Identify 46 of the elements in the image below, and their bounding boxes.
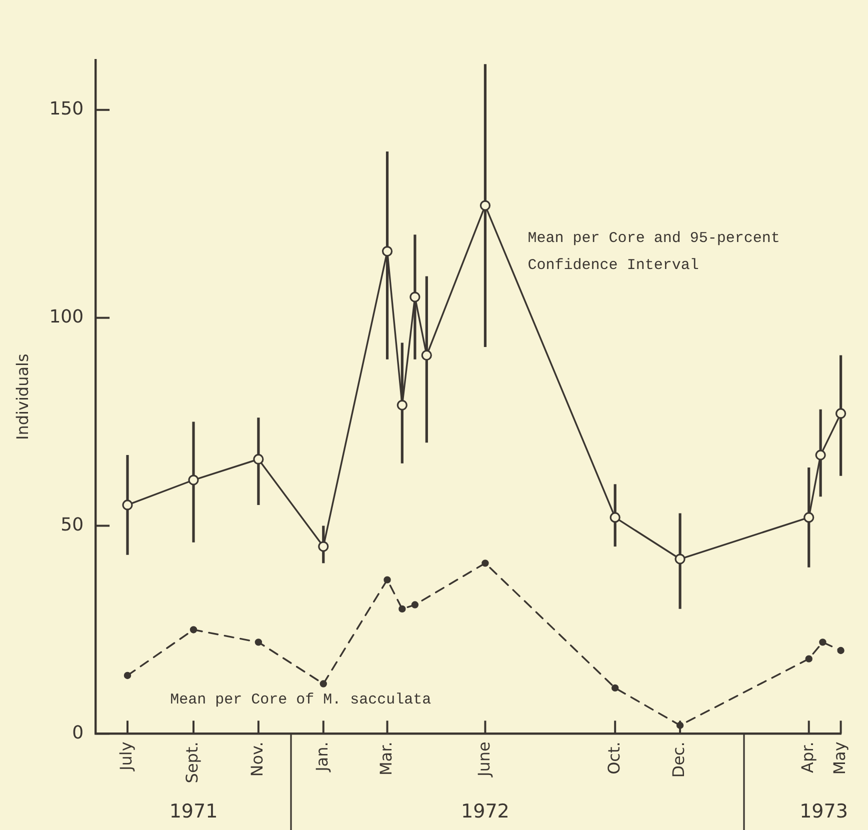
point	[410, 292, 420, 302]
point	[805, 655, 812, 662]
y-tick-label: 150	[49, 98, 84, 120]
point	[188, 474, 199, 486]
point	[318, 541, 329, 552]
x2-tick-label: 1972	[461, 800, 510, 823]
y-axis-title: Individuals	[12, 354, 32, 440]
x-tick-label: July	[116, 742, 136, 772]
point	[190, 626, 198, 634]
x2-tick-label: 1971	[169, 800, 218, 823]
x-tick-label: Mar.	[376, 742, 396, 776]
x-tick-label: June	[474, 742, 494, 778]
point	[384, 576, 391, 584]
point	[836, 408, 846, 419]
x-tick-label: Jan.	[312, 742, 332, 772]
x-tick-label: Nov.	[248, 742, 267, 777]
point	[480, 200, 491, 211]
point	[320, 680, 327, 688]
y-tick-label: 0	[72, 722, 84, 744]
point	[254, 638, 262, 646]
annotation: Mean per Core and 95-percent Confidence Interval	[528, 230, 780, 274]
point	[611, 684, 619, 692]
y-tick-label: 50	[60, 514, 84, 536]
point	[482, 560, 489, 567]
point	[122, 500, 133, 510]
point	[674, 554, 686, 564]
x-tick-label: Dec.	[669, 742, 688, 778]
point	[398, 605, 406, 613]
x-tick-label: Oct.	[604, 742, 624, 774]
x-tick-label: Sept.	[182, 742, 202, 784]
point	[253, 454, 264, 465]
point	[815, 450, 826, 460]
point	[124, 672, 132, 680]
point	[421, 350, 432, 361]
x-tick-label: May	[830, 742, 849, 775]
point	[396, 400, 408, 410]
point	[819, 638, 826, 646]
x2-tick-label: 1973	[800, 800, 848, 823]
point	[411, 601, 419, 608]
point	[610, 512, 620, 523]
point	[837, 646, 844, 654]
annotation: Mean per Core of M. sacculata	[170, 691, 432, 708]
y-tick-label: 100	[49, 306, 84, 328]
point	[382, 246, 393, 257]
x-tick-label: Apr.	[798, 742, 818, 773]
point	[804, 512, 814, 523]
